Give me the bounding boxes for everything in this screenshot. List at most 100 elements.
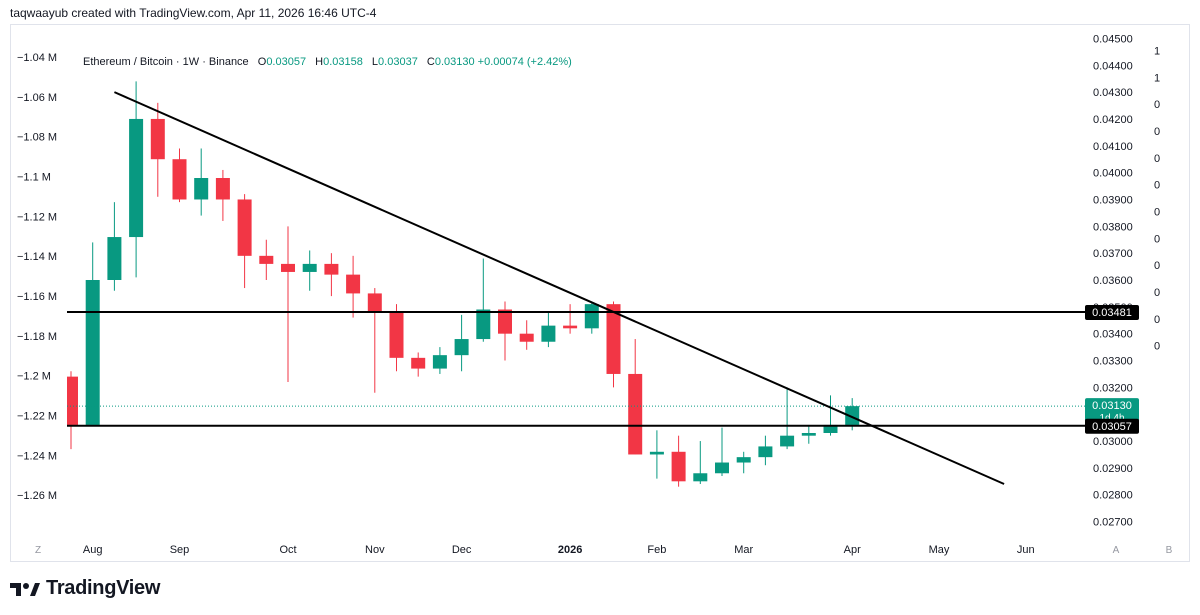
candle-body [237,199,252,256]
time-axis-tick: May [929,544,950,556]
ohlc-legend: Ethereum / Bitcoin · 1W · Binance O0.030… [83,56,572,68]
candle-body [281,263,295,272]
candle-body [324,263,339,275]
secondary-scale-tick: 0 [1154,180,1160,192]
price-label-text: 0.03130 [1092,400,1132,412]
candle-body [194,178,209,200]
price-axis-tick: 0.03000 [1093,436,1133,448]
time-axis-tick: Nov [365,544,385,556]
secondary-scale-tick: 0 [1154,233,1160,245]
candle-body [498,309,512,334]
candle-body [758,446,773,458]
candle-body [150,118,165,160]
legend-high: 0.03158 [323,56,363,68]
price-axis-tick: 0.03200 [1093,382,1133,394]
secondary-scale-tick: 0 [1154,314,1160,326]
candle-body [302,263,317,272]
left-axis-tick: −1.16 M [17,291,57,303]
candle-body [107,237,122,280]
candle-body [845,406,860,425]
candle-body [563,325,578,329]
price-axis-tick: 0.03700 [1093,248,1133,260]
price-label-countdown: 1d 4h [1099,413,1124,424]
candle-body [454,339,469,356]
left-axis-tick: −1.18 M [17,331,57,343]
time-axis-tick: 2026 [558,544,582,556]
price-axis-tick: 0.04000 [1093,168,1133,180]
left-axis-tick: −1.1 M [17,171,51,183]
legend-l-label: L [371,56,379,68]
legend-c-label: C [426,56,435,68]
price-axis-tick: 0.02900 [1093,463,1133,475]
secondary-scale-tick: 0 [1154,99,1160,111]
legend-change: +0.00074 (+2.42%) [477,56,572,68]
time-axis-tick: Jun [1017,544,1035,556]
legend-low: 0.03037 [378,56,418,68]
candle-body [215,178,230,200]
left-axis-tick: −1.2 M [17,371,51,383]
candlestick-chart[interactable]: −1.04 M −1.06 M −1.08 M −1.1 M −1.12 M −1.14 … [11,25,1189,561]
time-axis-tick: Feb [647,544,666,556]
legend-h-label: H [315,56,324,68]
price-axis-tick: 0.03300 [1093,356,1133,368]
time-axis-tick: Apr [844,544,861,556]
chart-panel[interactable]: −1.04 M −1.06 M −1.08 M −1.1 M −1.12 M −1.14 … [10,24,1190,562]
tradingview-logo-icon [10,582,40,596]
axis-corner-button: B [1166,545,1173,556]
candle-body [519,333,534,342]
candle-body [259,255,274,264]
secondary-scale-tick: 0 [1154,126,1160,138]
price-axis-tick: 0.04200 [1093,114,1133,126]
candle-body [389,312,404,358]
price-label-text: 0.03481 [1092,307,1132,319]
left-axis-tick: −1.06 M [17,92,57,104]
secondary-scale-tick: 0 [1154,206,1160,218]
descending-trendline [113,91,1005,485]
candle-body [541,325,556,342]
candle-body [85,280,100,425]
candle-body [736,457,751,463]
tradingview-logo[interactable]: TradingView [10,577,160,600]
legend-o-label: O [257,56,267,68]
price-label-box [1085,418,1139,434]
candle-body [584,304,599,329]
candle-body [172,159,187,200]
candle-body [628,373,643,455]
candle-body [693,473,708,482]
time-axis-tick: Mar [734,544,753,556]
candle-body [476,309,491,340]
price-axis-tick: 0.04500 [1093,33,1133,45]
secondary-scale-tick: 0 [1154,153,1160,165]
price-axis-tick: 0.03600 [1093,275,1133,287]
secondary-scale-tick: 1 [1154,72,1160,84]
candle-body [649,451,664,455]
candle-body [823,424,838,433]
time-axis-tick: Aug [83,544,103,556]
price-axis-tick: 0.02800 [1093,490,1133,502]
secondary-scale-tick: 0 [1154,260,1160,272]
candle-body [780,435,795,447]
legend-open: 0.03057 [266,56,307,68]
left-axis-tick: −1.04 M [17,52,57,64]
time-axis-tick: Dec [452,544,472,556]
left-axis-tick: −1.22 M [17,410,57,422]
price-axis-tick: 0.04300 [1093,87,1133,99]
legend-close: 0.03130 [434,56,475,68]
price-axis-tick: 0.04100 [1093,141,1133,153]
time-axis-tick: Sep [170,544,190,556]
chart-credit: taqwaayub created with TradingView.com, … [10,6,377,20]
candle-body [606,304,621,374]
secondary-scale-tick: 1 [1154,45,1160,57]
secondary-scale-tick: 0 [1154,341,1160,353]
legend-symbol: Ethereum / Bitcoin · 1W · Binance [83,56,249,68]
price-axis-tick: 0.02700 [1093,517,1133,529]
time-axis-tick: Oct [279,544,296,556]
price-axis-tick: 0.03400 [1093,329,1133,341]
candle-body [67,376,78,425]
left-axis-tick: −1.26 M [17,490,57,502]
candle-body [432,355,447,369]
candle-body [411,357,426,369]
candle-body [367,293,382,313]
plot-area [67,81,1086,487]
axis-corner-button: Z [35,545,41,556]
